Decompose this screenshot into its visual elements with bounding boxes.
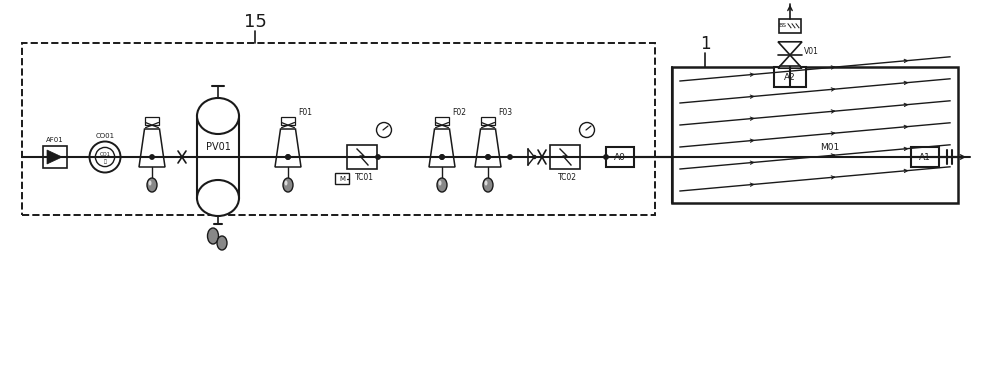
Text: 机: 机 [104, 158, 106, 164]
Circle shape [286, 155, 290, 159]
Circle shape [440, 155, 444, 159]
Text: AF01: AF01 [46, 137, 64, 143]
Ellipse shape [197, 180, 239, 216]
Polygon shape [778, 42, 802, 55]
Ellipse shape [217, 236, 227, 250]
Text: F03: F03 [498, 108, 512, 117]
Circle shape [90, 142, 120, 173]
Circle shape [533, 155, 536, 158]
Bar [347, 145, 377, 169]
Bar [281, 117, 295, 125]
Polygon shape [139, 129, 165, 167]
Bar [606, 147, 634, 167]
Text: F02: F02 [452, 108, 466, 117]
Text: M01: M01 [820, 142, 840, 151]
Ellipse shape [439, 181, 442, 185]
Bar [774, 67, 806, 87]
Ellipse shape [148, 181, 152, 185]
Ellipse shape [437, 178, 447, 192]
Polygon shape [475, 129, 501, 167]
Text: 1: 1 [700, 35, 710, 53]
Circle shape [508, 155, 512, 159]
Text: 15: 15 [244, 13, 266, 31]
Circle shape [95, 147, 115, 166]
Circle shape [580, 123, 594, 138]
Text: M: M [339, 176, 345, 182]
Text: F01: F01 [298, 108, 312, 117]
Circle shape [150, 155, 154, 159]
Polygon shape [47, 150, 62, 164]
Text: BS: BS [778, 23, 786, 28]
Text: TC01: TC01 [354, 173, 374, 182]
Circle shape [604, 155, 608, 159]
Circle shape [286, 155, 290, 159]
Text: A0: A0 [614, 153, 626, 161]
Bar [335, 173, 349, 184]
Bar [672, 67, 958, 203]
Circle shape [440, 155, 444, 159]
Text: TC02: TC02 [558, 173, 576, 182]
Bar [22, 43, 655, 215]
Text: CO01: CO01 [95, 134, 115, 139]
Bar [779, 19, 801, 33]
Ellipse shape [483, 178, 493, 192]
Polygon shape [275, 129, 301, 167]
Polygon shape [429, 129, 455, 167]
Circle shape [377, 123, 392, 138]
Circle shape [376, 155, 380, 159]
Ellipse shape [283, 178, 293, 192]
Circle shape [486, 155, 490, 159]
Ellipse shape [208, 228, 219, 244]
Ellipse shape [197, 98, 239, 134]
Bar [435, 117, 449, 125]
Bar [43, 146, 67, 168]
Bar [145, 117, 159, 125]
Text: A2: A2 [784, 73, 796, 81]
Text: A1: A1 [919, 153, 931, 161]
Ellipse shape [285, 181, 288, 185]
Text: CO1: CO1 [100, 151, 110, 157]
Circle shape [486, 155, 490, 159]
Bar [911, 147, 939, 167]
Ellipse shape [485, 181, 488, 185]
Ellipse shape [147, 178, 157, 192]
Bar [481, 117, 495, 125]
Text: PV01: PV01 [206, 142, 230, 152]
Polygon shape [778, 55, 802, 68]
Bar [197, 116, 239, 198]
Bar [550, 145, 580, 169]
Text: V01: V01 [804, 47, 819, 57]
